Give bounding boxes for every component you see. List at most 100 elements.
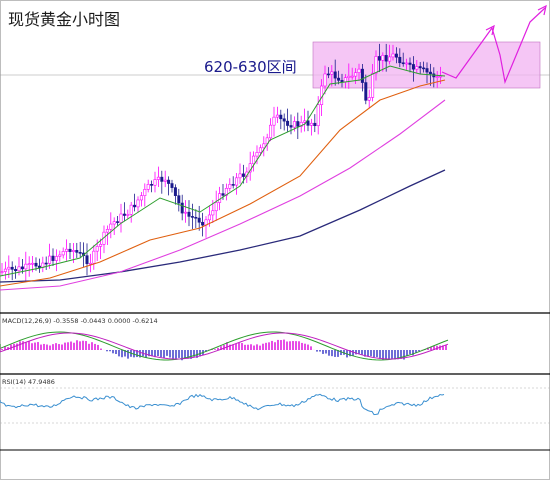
candle-body bbox=[269, 124, 273, 139]
candle-body bbox=[3, 268, 7, 272]
candle-body bbox=[119, 213, 123, 223]
candle-body bbox=[333, 71, 337, 79]
candle-body bbox=[211, 210, 215, 216]
candle-body bbox=[401, 62, 405, 65]
candle-body bbox=[126, 213, 130, 216]
signal-line bbox=[0, 332, 449, 360]
chart-title: 现货黄金小时图 bbox=[8, 10, 121, 29]
candle-body bbox=[289, 125, 293, 128]
candle-body bbox=[163, 179, 167, 182]
candle-body bbox=[116, 221, 120, 223]
candle-body bbox=[241, 173, 245, 177]
ma-mid-line bbox=[0, 79, 446, 287]
candle-body bbox=[88, 262, 92, 265]
candle-body bbox=[391, 53, 395, 58]
candle-body bbox=[194, 216, 198, 219]
candle-body bbox=[10, 266, 14, 270]
candle-body bbox=[27, 263, 31, 266]
candle-body bbox=[184, 211, 188, 214]
candle-body bbox=[156, 176, 160, 180]
candle-body bbox=[228, 184, 232, 189]
candle-body bbox=[48, 255, 52, 264]
candle-body bbox=[51, 255, 55, 261]
candle-body bbox=[326, 73, 330, 76]
candle-body bbox=[340, 80, 344, 83]
candle-body bbox=[303, 120, 307, 123]
candle-body bbox=[92, 250, 96, 264]
candle-body bbox=[129, 204, 133, 215]
candle-body bbox=[394, 53, 398, 58]
candle-body bbox=[31, 262, 35, 265]
candle-body bbox=[68, 248, 72, 252]
candle-body bbox=[207, 214, 211, 221]
candle-body bbox=[61, 251, 65, 256]
candle-body bbox=[197, 217, 201, 223]
candle-body bbox=[122, 213, 126, 216]
candle-body bbox=[78, 252, 82, 254]
candle-body bbox=[418, 66, 422, 69]
rsi-line bbox=[0, 393, 445, 416]
candle-body bbox=[428, 71, 432, 75]
candle-body bbox=[187, 211, 191, 217]
candle-body bbox=[292, 121, 296, 128]
candle-body bbox=[323, 73, 327, 87]
candle-body bbox=[422, 67, 426, 70]
candle-body bbox=[354, 72, 358, 77]
candle-body bbox=[75, 250, 79, 253]
candle-body bbox=[99, 243, 103, 247]
candle-body bbox=[231, 184, 235, 186]
candle-body bbox=[408, 62, 412, 65]
candle-body bbox=[54, 256, 58, 261]
candle-body bbox=[357, 68, 361, 73]
candle-body bbox=[337, 77, 341, 81]
candle-body bbox=[190, 216, 194, 218]
candle-body bbox=[95, 246, 99, 252]
candle-body bbox=[143, 189, 147, 196]
candle-body bbox=[58, 254, 62, 257]
candle-body bbox=[371, 72, 375, 98]
candle-body bbox=[201, 221, 205, 226]
candle-body bbox=[299, 121, 303, 127]
candle-body bbox=[306, 120, 310, 126]
rsi-label: RSI(14) 47.9486 bbox=[2, 378, 55, 386]
zone-label: 620-630区间 bbox=[204, 58, 297, 76]
candle-body bbox=[272, 116, 276, 126]
forecast-arrow-1 bbox=[485, 24, 495, 36]
candle-body bbox=[398, 56, 402, 64]
candle-body bbox=[360, 68, 364, 83]
candle-body bbox=[367, 97, 371, 101]
ma-long-line bbox=[0, 169, 446, 283]
candle-body bbox=[133, 204, 137, 208]
candle-body bbox=[252, 155, 256, 165]
candle-body bbox=[112, 221, 116, 225]
candle-body bbox=[238, 173, 242, 179]
candle-body bbox=[296, 121, 300, 127]
candle-body bbox=[279, 114, 283, 120]
candle-body bbox=[411, 64, 415, 70]
candle-body bbox=[374, 56, 378, 74]
candle-body bbox=[37, 265, 41, 268]
candle-body bbox=[286, 120, 290, 126]
candle-body bbox=[218, 193, 222, 203]
candle-body bbox=[170, 183, 174, 188]
candle-body bbox=[214, 202, 218, 212]
candle-body bbox=[313, 122, 317, 127]
candle-body bbox=[235, 177, 239, 186]
candle-body bbox=[65, 248, 69, 252]
candle-body bbox=[377, 56, 381, 61]
candle-body bbox=[316, 104, 320, 127]
candle-body bbox=[150, 184, 154, 186]
candle-body bbox=[364, 82, 368, 101]
candle-body bbox=[384, 55, 388, 62]
candle-body bbox=[20, 266, 24, 270]
candle-body bbox=[425, 68, 429, 73]
candle-body bbox=[221, 193, 225, 196]
candle-body bbox=[7, 266, 11, 270]
candle-body bbox=[309, 122, 313, 126]
candle-body bbox=[109, 223, 113, 230]
candle-body bbox=[153, 179, 157, 186]
candle-body bbox=[71, 250, 75, 252]
forecast-line bbox=[441, 7, 546, 85]
